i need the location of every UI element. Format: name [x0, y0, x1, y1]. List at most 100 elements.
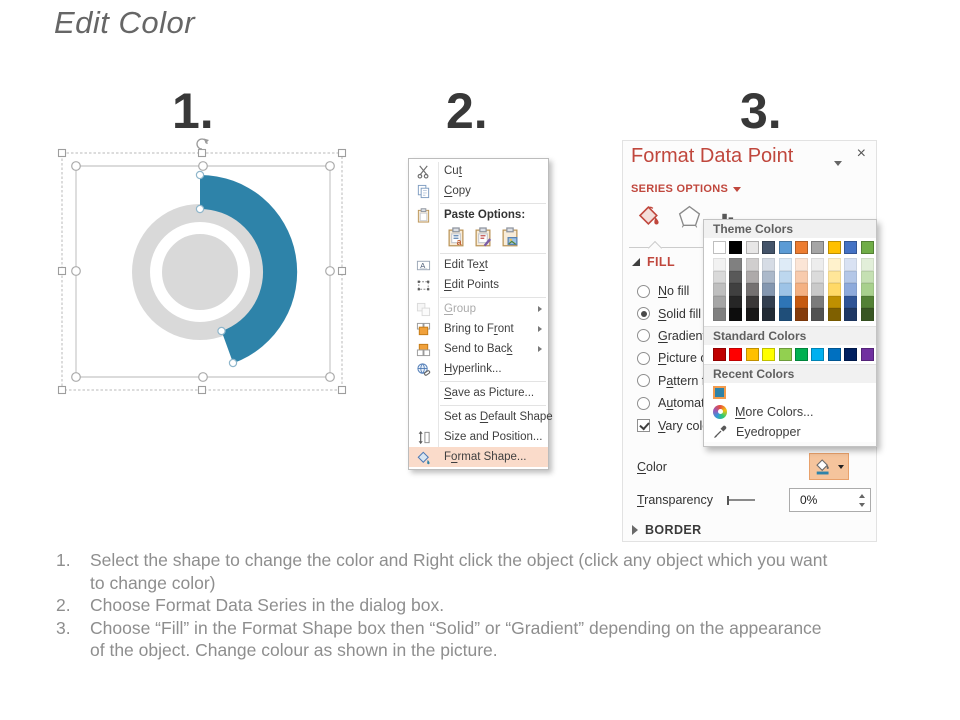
- color-swatch[interactable]: [745, 283, 759, 296]
- color-swatch[interactable]: [729, 241, 743, 254]
- color-swatch[interactable]: [762, 283, 776, 296]
- color-swatch[interactable]: [729, 283, 743, 296]
- color-swatch[interactable]: [844, 270, 858, 284]
- radio-control[interactable]: [637, 307, 650, 321]
- color-swatch[interactable]: [778, 283, 792, 296]
- color-swatch[interactable]: [713, 385, 726, 399]
- color-swatch[interactable]: [778, 270, 792, 284]
- color-swatch[interactable]: [713, 347, 726, 361]
- menu-item-edit-text[interactable]: A Edit Text: [409, 255, 548, 275]
- menu-item-size-and-position[interactable]: Size and Position...: [409, 427, 548, 447]
- color-swatch[interactable]: [811, 347, 825, 361]
- menu-item-cut[interactable]: Cut: [409, 161, 548, 181]
- color-swatch[interactable]: [713, 295, 726, 309]
- color-swatch[interactable]: [778, 308, 792, 321]
- color-swatch[interactable]: [844, 347, 858, 361]
- color-swatch[interactable]: [745, 295, 759, 309]
- color-swatch[interactable]: [729, 308, 743, 321]
- color-swatch[interactable]: [827, 241, 841, 254]
- menu-item-save-as-picture[interactable]: Save as Picture...: [409, 383, 548, 403]
- radio-control[interactable]: [637, 396, 650, 410]
- paste-keep-source-button[interactable]: a: [446, 226, 466, 250]
- transparency-slider-track[interactable]: [728, 499, 755, 501]
- color-swatch[interactable]: [745, 270, 759, 284]
- color-swatch[interactable]: [844, 241, 858, 254]
- menu-item-bring-to-front[interactable]: Bring to Front: [409, 319, 548, 339]
- spinner-down-icon[interactable]: [859, 502, 865, 507]
- fill-option-solid-fill[interactable]: Solid fill: [637, 302, 872, 324]
- color-swatch[interactable]: [844, 308, 858, 321]
- arc-adjust-handles[interactable]: [195, 170, 238, 368]
- menu-item-group[interactable]: Group: [409, 299, 548, 319]
- color-swatch[interactable]: [794, 308, 808, 321]
- outer-resize-handles[interactable]: [57, 148, 347, 395]
- radio-control[interactable]: [637, 284, 650, 298]
- radio-control[interactable]: [637, 351, 650, 365]
- effects-tab[interactable]: [675, 202, 704, 231]
- color-swatch[interactable]: [713, 241, 726, 254]
- menu-item-copy[interactable]: Copy: [409, 181, 548, 201]
- color-swatch[interactable]: [794, 295, 808, 309]
- color-swatch[interactable]: [860, 283, 874, 296]
- color-swatch[interactable]: [811, 308, 825, 321]
- color-swatch[interactable]: [860, 270, 874, 284]
- color-swatch[interactable]: [860, 308, 874, 321]
- radio-control[interactable]: [637, 329, 650, 343]
- inner-resize-handles[interactable]: [71, 161, 335, 382]
- color-swatch[interactable]: [827, 270, 841, 284]
- color-swatch[interactable]: [745, 308, 759, 321]
- donut-shape[interactable]: [132, 204, 268, 340]
- color-swatch[interactable]: [745, 258, 759, 271]
- color-swatch[interactable]: [729, 258, 743, 271]
- color-swatch[interactable]: [762, 308, 776, 321]
- series-options-dropdown[interactable]: SERIES OPTIONS: [631, 183, 742, 195]
- fill-line-tab[interactable]: [635, 201, 665, 231]
- color-swatch[interactable]: [811, 258, 825, 271]
- radio-control[interactable]: [637, 374, 650, 388]
- color-swatch[interactable]: [762, 347, 776, 361]
- color-swatch[interactable]: [762, 258, 776, 271]
- fill-color-button[interactable]: [809, 453, 849, 480]
- color-swatch[interactable]: [794, 241, 808, 254]
- checkbox-control[interactable]: [637, 419, 650, 433]
- color-swatch[interactable]: [811, 283, 825, 296]
- paste-picture-button[interactable]: [500, 226, 520, 250]
- color-swatch[interactable]: [860, 347, 874, 361]
- color-swatch[interactable]: [762, 241, 776, 254]
- color-swatch[interactable]: [729, 295, 743, 309]
- color-swatch[interactable]: [827, 295, 841, 309]
- color-swatch[interactable]: [762, 295, 776, 309]
- color-swatch[interactable]: [860, 241, 874, 254]
- color-swatch[interactable]: [811, 241, 825, 254]
- color-swatch[interactable]: [794, 347, 808, 361]
- paste-keep-formatting-button[interactable]: [473, 226, 493, 250]
- color-swatch[interactable]: [794, 270, 808, 284]
- transparency-slider-thumb[interactable]: [726, 495, 729, 505]
- color-swatch[interactable]: [729, 270, 743, 284]
- color-swatch[interactable]: [811, 295, 825, 309]
- color-swatch[interactable]: [844, 283, 858, 296]
- color-swatch[interactable]: [745, 241, 759, 254]
- color-swatch[interactable]: [713, 308, 726, 321]
- color-swatch[interactable]: [844, 295, 858, 309]
- color-swatch[interactable]: [762, 270, 776, 284]
- color-swatch[interactable]: [778, 241, 792, 254]
- menu-item-edit-points[interactable]: Edit Points: [409, 275, 548, 295]
- color-swatch[interactable]: [827, 308, 841, 321]
- color-swatch[interactable]: [778, 258, 792, 271]
- menu-item-hyperlink[interactable]: Hyperlink...: [409, 359, 548, 379]
- pane-options-dropdown-icon[interactable]: [834, 153, 842, 171]
- color-swatch[interactable]: [827, 283, 841, 296]
- color-swatch[interactable]: [844, 258, 858, 271]
- fill-option-no-fill[interactable]: No fill: [637, 280, 872, 302]
- menu-item-send-to-back[interactable]: Send to Back: [409, 339, 548, 359]
- color-swatch[interactable]: [713, 270, 726, 284]
- color-swatch[interactable]: [778, 295, 792, 309]
- color-swatch[interactable]: [811, 270, 825, 284]
- more-colors-button[interactable]: More Colors...: [704, 401, 876, 422]
- spinner-up-icon[interactable]: [859, 493, 865, 498]
- color-swatch[interactable]: [745, 347, 759, 361]
- fill-section-header[interactable]: FILL: [632, 255, 675, 269]
- color-swatch[interactable]: [713, 258, 726, 271]
- border-section-header[interactable]: BORDER: [632, 523, 702, 537]
